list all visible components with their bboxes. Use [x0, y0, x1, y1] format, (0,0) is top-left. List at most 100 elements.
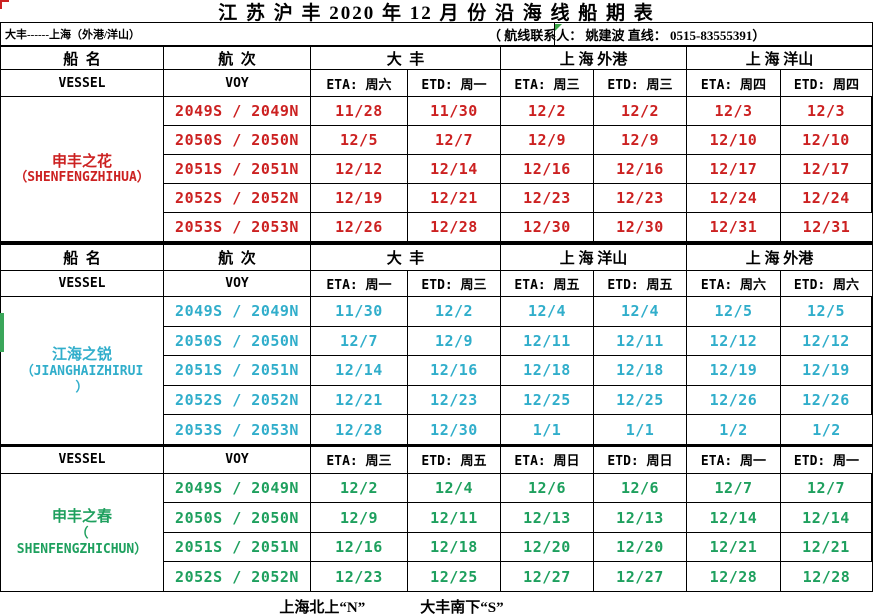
eta-etd-header-cell: ETA: 周日 — [501, 446, 594, 474]
footer-south-label: 大丰南下“S” — [420, 600, 504, 615]
date-cell: 12/12 — [781, 326, 872, 357]
port-header-cell: 大 丰 — [311, 47, 501, 70]
date-cell: 12/7 — [781, 473, 872, 504]
date-cell: 1/2 — [781, 415, 872, 445]
port-header-cell: 大 丰 — [311, 245, 501, 271]
date-cell: 12/16 — [501, 155, 594, 184]
eta-etd-header-row: VESSEL VOY ETA: 周六 ETD: 周一 ETA: 周三 ETD: 周三 ETA… — [1, 70, 872, 97]
voyage-cell: 2053S / 2053N — [164, 415, 311, 445]
date-cell: 12/25 — [501, 385, 594, 416]
date-cell: 12/19 — [687, 356, 781, 386]
date-cell: 12/19 — [311, 184, 408, 213]
date-cell: 12/17 — [781, 155, 872, 184]
schedule-tables: 船 名航 次大 丰上 海 外港上 海 洋山 VESSEL VOY ETA: 周六 ETD… — [0, 45, 873, 592]
green-edge-bar — [0, 313, 4, 352]
voyage-cell: 2049S / 2049N — [164, 97, 311, 126]
date-cell: 12/16 — [594, 155, 687, 184]
eta-etd-header-cell: ETD: 周四 — [781, 70, 872, 97]
date-cell: 12/3 — [687, 97, 781, 126]
date-cell: 12/14 — [687, 503, 781, 533]
vessel-name-en-line: ） — [75, 379, 89, 395]
date-cell: 12/28 — [781, 562, 872, 592]
vessel-name-cn: 江海之锐 — [51, 344, 112, 363]
eta-etd-header-cell: ETD: 周六 — [781, 271, 872, 297]
vessel-name-en-line: （SHENFENGZHIHUA） — [14, 170, 150, 186]
date-cell: 12/7 — [311, 326, 408, 357]
date-cell: 12/2 — [594, 97, 687, 126]
red-corner-mark — [0, 0, 9, 9]
eta-etd-header-cell: ETD: 周五 — [594, 271, 687, 297]
eta-etd-header-cell: ETD: 周一 — [408, 70, 501, 97]
date-cell: 12/25 — [594, 385, 687, 416]
date-cell: 12/30 — [408, 415, 501, 445]
date-cell: 12/5 — [781, 297, 872, 327]
date-cell: 12/2 — [408, 297, 501, 327]
date-cell: 11/30 — [311, 297, 408, 327]
date-cell: 12/28 — [687, 562, 781, 592]
footer-note: 上海北上“N” 大丰南下“S” — [0, 592, 873, 615]
date-cell: 12/26 — [687, 385, 781, 416]
date-cell: 12/4 — [501, 297, 594, 327]
date-cell: 12/30 — [501, 213, 594, 242]
eta-etd-header-cell: ETD: 周五 — [408, 446, 501, 474]
date-cell: 12/31 — [781, 213, 872, 242]
date-cell: 12/27 — [594, 562, 687, 592]
date-cell: 12/18 — [408, 532, 501, 563]
port-header-cell: 上 海 洋山 — [687, 47, 872, 70]
eta-etd-header-cell: VOY — [164, 70, 311, 97]
voyage-cell: 2049S / 2049N — [164, 473, 311, 504]
eta-etd-header-cell: ETD: 周三 — [594, 70, 687, 97]
eta-etd-header-cell: ETA: 周一 — [687, 446, 781, 474]
date-cell: 12/4 — [408, 473, 501, 504]
date-cell: 11/28 — [311, 97, 408, 126]
date-cell: 1/2 — [687, 415, 781, 445]
date-cell: 12/20 — [594, 532, 687, 563]
date-cell: 1/1 — [501, 415, 594, 445]
date-cell: 12/7 — [408, 126, 501, 155]
date-cell: 12/10 — [687, 126, 781, 155]
cell-marker-triangle-icon — [555, 24, 562, 31]
date-cell: 12/9 — [408, 326, 501, 357]
date-cell: 12/14 — [311, 356, 408, 386]
vessel-name-cn: 申丰之花 — [51, 151, 112, 170]
vessel-name-cell: 江海之锐 （JIANGHAIZHIRUI） — [1, 297, 164, 445]
schedule-body: 申丰之春（SHENFENGZHICHUN） 2049S / 2049N 12/2 1 2… — [1, 473, 872, 592]
eta-etd-header-cell: ETA: 周四 — [687, 70, 781, 97]
footer-north-label: 上海北上“N” — [279, 600, 366, 615]
vessel-name-en-line: SHENFENGZHICHUN） — [16, 541, 148, 557]
date-cell: 12/27 — [501, 562, 594, 592]
eta-etd-header-cell: ETA: 周一 — [311, 271, 408, 297]
date-cell: 12/24 — [781, 184, 872, 213]
date-cell: 12/5 — [687, 297, 781, 327]
date-cell: 12/30 — [594, 213, 687, 242]
eta-etd-header-row: VESSEL VOY ETA: 周三 ETD: 周五 ETA: 周日 ETD: 周日 ETA… — [1, 446, 872, 474]
date-cell: 12/21 — [687, 532, 781, 563]
eta-etd-header-cell: VOY — [164, 446, 311, 474]
eta-etd-header-cell: ETD: 周一 — [781, 447, 872, 474]
date-cell: 12/9 — [594, 126, 687, 155]
date-cell: 12/13 — [501, 503, 594, 533]
vessel-name-en-line: （JIANGHAIZHIRUI — [20, 363, 144, 379]
port-header-row: 船 名航 次大 丰上 海 洋山上 海 外港 — [1, 245, 872, 271]
eta-etd-header-row: VESSEL VOY ETA: 周一 ETD: 周三 ETA: 周五 ETD: 周五 ETA… — [1, 271, 872, 297]
vessel-name-cell: 申丰之春（SHENFENGZHICHUN） — [1, 473, 164, 592]
schedule-table-2: 船 名航 次大 丰上 海 洋山上 海 外港 VESSEL VOY ETA: 周一 ETD… — [0, 242, 873, 445]
date-cell: 12/20 — [501, 532, 594, 563]
date-cell: 12/13 — [594, 503, 687, 533]
subtitle-row: 大丰------上海（外港/洋山） （ 航线联系人： 姚建波 直线： 0515-… — [0, 22, 873, 45]
date-cell: 12/28 — [408, 213, 501, 242]
date-cell: 12/2 — [501, 97, 594, 126]
date-cell: 12/9 — [501, 126, 594, 155]
date-cell: 12/10 — [781, 126, 872, 155]
voyage-cell: 2050S / 2050N — [164, 503, 311, 533]
port-header-cell: 船 名 — [1, 245, 164, 271]
date-cell: 12/9 — [311, 503, 408, 533]
voyage-cell: 2049S / 2049N — [164, 297, 311, 327]
port-header-cell: 船 名 — [1, 47, 164, 70]
date-cell: 12/6 — [501, 473, 594, 504]
port-header-row: 船 名航 次大 丰上 海 外港上 海 洋山 — [1, 47, 872, 70]
eta-etd-header-cell: ETD: 周日 — [594, 446, 687, 474]
port-header-cell: 航 次 — [164, 245, 311, 271]
voyage-cell: 2051S / 2051N — [164, 155, 311, 184]
date-cell: 12/16 — [311, 532, 408, 563]
